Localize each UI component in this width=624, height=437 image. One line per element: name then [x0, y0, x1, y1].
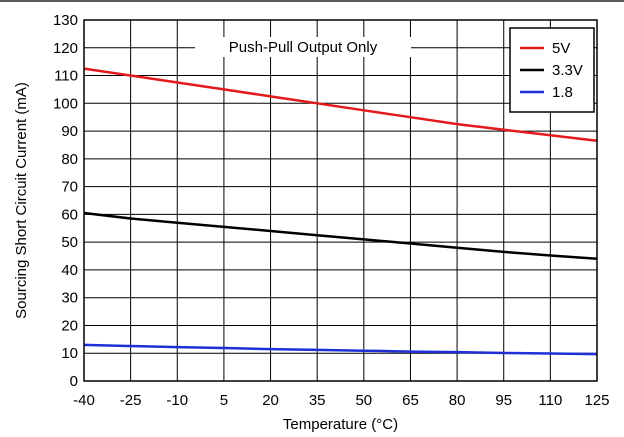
x-tick-labels: -40 -25 -10 5 20 35 50 65 80 95 110 125: [73, 392, 609, 409]
x-tick-label: 5: [220, 392, 228, 409]
x-tick-label: 95: [495, 392, 512, 409]
x-tick-label: 80: [449, 392, 466, 409]
x-tick-label: 50: [355, 392, 372, 409]
y-tick-labels: 0 10 20 30 40 50 60 70 80 90 100 110 120 130: [53, 12, 78, 390]
y-tick-label: 130: [53, 12, 78, 29]
series-lines: [83, 67, 598, 356]
y-tick-label: 0: [70, 373, 78, 390]
legend-label-5v: 5V: [552, 40, 570, 57]
x-tick-label: 20: [262, 392, 279, 409]
y-tick-label: 10: [61, 345, 78, 362]
x-tick-label: 35: [309, 392, 326, 409]
y-tick-label: 50: [61, 234, 78, 251]
annotation-text: Push-Pull Output Only: [229, 39, 378, 56]
y-tick-label: 110: [54, 68, 78, 85]
x-tick-label: -25: [120, 392, 142, 409]
y-axis-title: Sourcing Short Circuit Current (mA): [13, 82, 30, 319]
y-tick-label: 120: [53, 40, 78, 57]
y-tick-label: 20: [61, 317, 78, 334]
x-tick-label: 110: [538, 392, 562, 409]
annotation-background: [195, 37, 411, 57]
x-tick-label: -40: [73, 392, 95, 409]
legend-label-1-8: 1.8: [552, 84, 573, 101]
x-tick-label: 125: [584, 392, 609, 409]
plot-border: [83, 19, 598, 382]
y-tick-label: 100: [53, 95, 78, 112]
y-tick-label: 70: [61, 179, 78, 196]
x-axis-title: Temperature (°C): [283, 416, 398, 433]
legend-label-3-3v: 3.3V: [552, 62, 583, 79]
y-tick-label: 90: [61, 123, 78, 140]
y-tick-label: 40: [61, 262, 78, 279]
x-tick-label: -10: [166, 392, 188, 409]
top-frame-line: [0, 0, 624, 2]
y-tick-label: 30: [61, 290, 78, 307]
x-tick-label: 65: [402, 392, 419, 409]
series-line-0: [83, 67, 598, 143]
series-line-2: [83, 343, 598, 356]
y-tick-label: 80: [61, 151, 78, 168]
y-tick-label: 60: [61, 206, 78, 223]
legend: 5V 3.3V 1.8: [509, 27, 595, 113]
series-line-1: [83, 211, 598, 261]
